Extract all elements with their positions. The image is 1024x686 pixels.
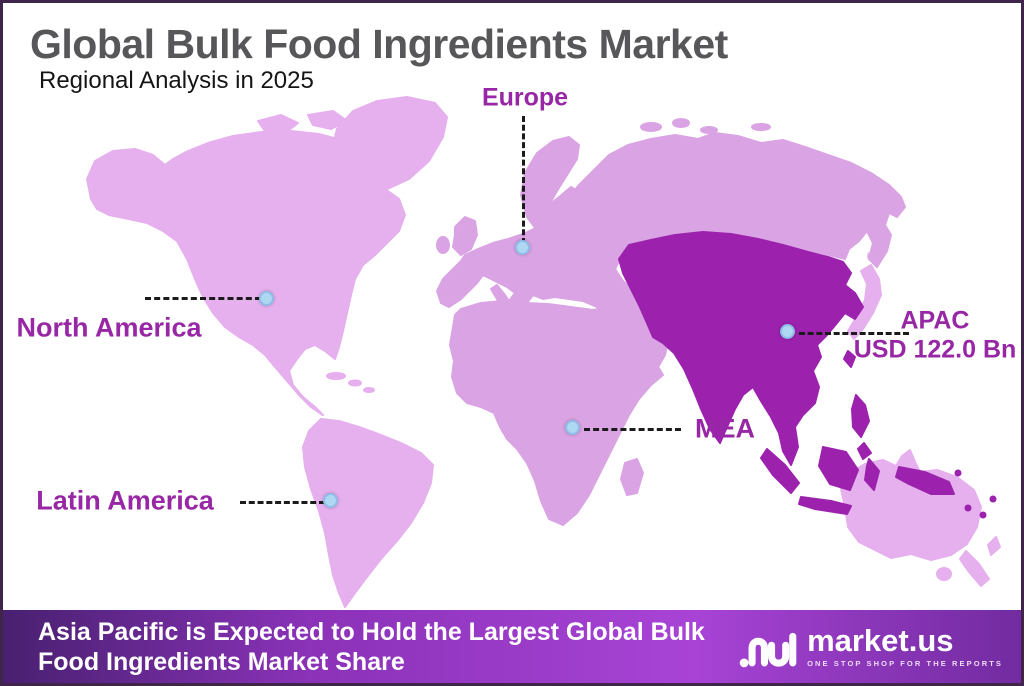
apac-leader-line — [799, 332, 909, 335]
marketus-logo-icon — [739, 632, 797, 667]
europe-leader-line — [522, 116, 525, 244]
marketus-logo-text: market.us ONE STOP SHOP FOR THE REPORTS — [807, 625, 1003, 668]
north-america-leader-line — [145, 297, 261, 300]
apac-label: APAC — [900, 306, 970, 335]
banner-headline: Asia Pacific is Expected to Hold the Lar… — [38, 618, 738, 677]
mea-label: MEA — [695, 413, 755, 444]
europe-label: Europe — [481, 83, 569, 112]
europe-marker-dot — [515, 240, 530, 255]
marketus-logo-name: market.us — [807, 623, 954, 658]
page-title: Global Bulk Food Ingredients Market — [30, 21, 728, 67]
marketus-logo: market.us ONE STOP SHOP FOR THE REPORTS — [739, 624, 1003, 670]
map-region-apac-highlight — [618, 231, 997, 519]
latin-america-leader-line — [240, 501, 325, 504]
north-america-marker-dot — [259, 291, 274, 306]
map-region-americas-oceania — [86, 96, 1001, 608]
apac-marker-dot — [780, 324, 795, 339]
banner-headline-line1: Asia Pacific is Expected to Hold the Lar… — [38, 618, 705, 646]
bottom-banner: Asia Pacific is Expected to Hold the Lar… — [3, 610, 1021, 683]
latin-america-label: Latin America — [36, 485, 214, 516]
banner-headline-line2: Food Ingredients Market Share — [38, 647, 405, 676]
world-map — [86, 96, 1001, 608]
marketus-logo-tagline: ONE STOP SHOP FOR THE REPORTS — [807, 659, 1003, 668]
north-america-label: North America — [16, 312, 202, 343]
page-subtitle: Regional Analysis in 2025 — [39, 67, 314, 94]
apac-value: USD 122.0 Bn — [853, 335, 1017, 363]
latin-america-marker-dot — [323, 493, 338, 508]
mea-marker-dot — [565, 420, 580, 435]
mea-leader-line — [584, 428, 681, 431]
apac-label-block: APAC USD 122.0 Bn — [854, 306, 1017, 364]
